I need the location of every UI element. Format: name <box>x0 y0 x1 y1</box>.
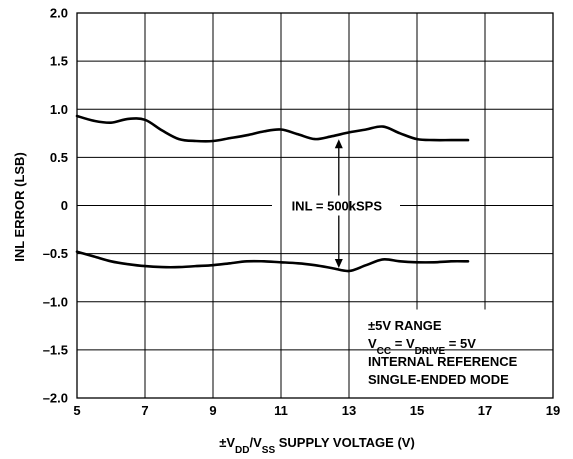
annotation-layer: INL = 500kSPS <box>292 139 383 268</box>
y-tick-label: –1.5 <box>43 342 68 357</box>
y-tick-label: 0.5 <box>50 150 68 165</box>
condition-mode: SINGLE-ENDED MODE <box>368 372 509 387</box>
y-tick-label: 1.0 <box>50 102 68 117</box>
grid-layer <box>76 12 554 399</box>
arrow-head-down <box>334 258 343 268</box>
x-tick-label: 17 <box>478 403 492 418</box>
y-axis-title: INL ERROR (LSB) <box>12 152 27 262</box>
inl-annotation-label: INL = 500kSPS <box>292 199 383 214</box>
condition-reference: INTERNAL REFERENCE <box>368 354 518 369</box>
tick-labels: 2.0 1.5 1.0 0.5 0 –0.5 –1.0 –1.5 –2.0 5 7 9 11 13 15 17… <box>43 6 561 419</box>
y-tick-label: –2.0 <box>43 391 68 406</box>
x-tick-label: 7 <box>141 403 148 418</box>
inl-negative-curve <box>75 250 470 273</box>
curve-layer <box>75 114 470 273</box>
x-tick-label: 19 <box>546 403 560 418</box>
x-tick-label: 11 <box>274 403 288 418</box>
x-tick-label: 15 <box>410 403 424 418</box>
x-axis-title: ±VDD/VSS SUPPLY VOLTAGE (V) <box>219 435 415 456</box>
plot-frame <box>76 12 554 399</box>
inl-positive-curve <box>75 114 470 143</box>
x-tick-label: 9 <box>209 403 216 418</box>
condition-voltages: VCC = VDRIVE = 5V <box>368 336 476 357</box>
x-tick-label: 5 <box>73 403 80 418</box>
y-tick-label: –0.5 <box>43 246 68 261</box>
y-tick-label: 0 <box>61 198 68 213</box>
arrow-head-up <box>334 139 343 149</box>
y-tick-label: –1.0 <box>43 294 68 309</box>
y-tick-label: 1.5 <box>50 54 68 69</box>
x-tick-label: 13 <box>342 403 356 418</box>
condition-range: ±5V RANGE <box>368 318 442 333</box>
y-tick-label: 2.0 <box>50 6 68 21</box>
